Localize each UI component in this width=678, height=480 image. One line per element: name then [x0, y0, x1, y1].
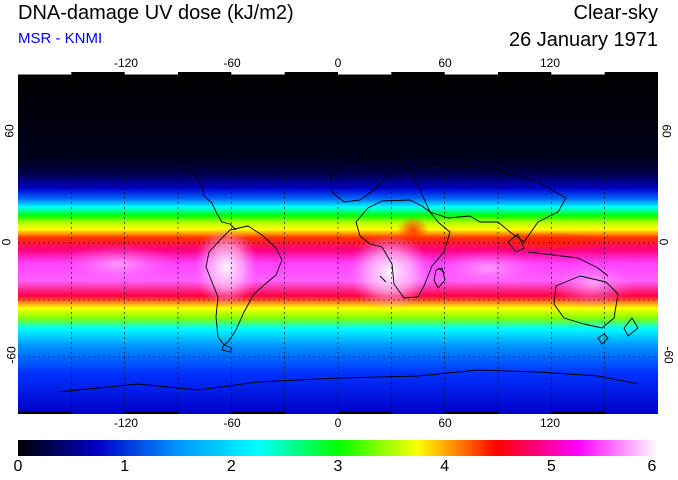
- lon-tick-top: 0: [334, 56, 342, 70]
- colorbar: [18, 440, 658, 456]
- uv-hotspots: [58, 216, 633, 310]
- graticule: [18, 72, 658, 414]
- lat-tick-left: 60: [2, 124, 17, 138]
- map-frame: [18, 72, 605, 414]
- lon-tick-top: -120: [113, 56, 139, 70]
- colorbar-label: 1: [120, 458, 130, 475]
- lon-tick-bottom: -60: [223, 416, 241, 430]
- source-label: MSR - KNMI: [18, 30, 103, 47]
- lat-tick-left: -60: [4, 346, 19, 364]
- sky-condition-label: Clear-sky: [573, 2, 658, 24]
- lat-tick-right: 0: [656, 238, 671, 246]
- lon-tick-bottom: -120: [113, 416, 139, 430]
- lat-tick-right: -60: [661, 346, 676, 364]
- chart-title: DNA-damage UV dose (kJ/m2): [18, 2, 294, 24]
- lon-tick-bottom: 60: [438, 416, 452, 430]
- date-label: 26 January 1971: [508, 29, 658, 51]
- colorbar-label: 0: [13, 458, 23, 475]
- colorbar-label: 2: [226, 458, 236, 475]
- lon-tick-bottom: 120: [539, 416, 561, 430]
- lon-tick-top: 60: [438, 56, 452, 70]
- lat-tick-right: 60: [659, 124, 674, 138]
- colorbar-gradient: [18, 440, 658, 456]
- colorbar-label: 3: [333, 458, 343, 475]
- uv-dose-map: [18, 72, 658, 414]
- lon-tick-top: -60: [223, 56, 241, 70]
- colorbar-label: 5: [546, 458, 556, 475]
- colorbar-label: 6: [647, 458, 657, 475]
- colorbar-label: 4: [440, 458, 450, 475]
- lon-tick-top: 120: [539, 56, 561, 70]
- coastlines: [57, 155, 639, 393]
- lon-tick-bottom: 0: [334, 416, 342, 430]
- lat-tick-left: 0: [0, 238, 14, 246]
